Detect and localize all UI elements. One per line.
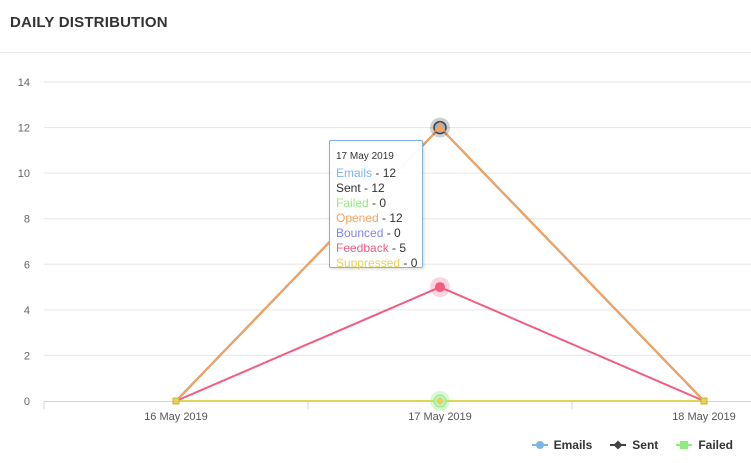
y-tick-label: 10 [18,168,30,180]
y-tick-label: 2 [24,350,30,362]
tooltip-series-label: Suppressed [336,256,401,270]
tooltip-series-label: Opened [336,211,379,225]
tooltip-row: Emails - 12 [336,166,416,181]
tooltip-separator: - [372,166,383,180]
legend-item-failed[interactable]: Failed [676,438,733,452]
legend-label: Failed [698,438,733,452]
y-tick-label: 6 [24,259,30,271]
chart-legend: Emails Sent Failed [531,438,733,452]
tooltip-separator: - [400,256,411,270]
tooltip-row: Sent - 12 [336,181,416,196]
legend-item-sent[interactable]: Sent [610,438,658,452]
tooltip-separator: - [378,211,390,225]
y-tick-label: 8 [24,214,30,226]
tooltip-series-label: Sent [336,181,361,195]
chart-tooltip: 17 May 2019 Emails - 12 Sent - 12 Failed -… [329,140,423,271]
tooltip-series-value: 0 [410,256,418,270]
point-marker [172,397,180,405]
tooltip-series-label: Failed [336,196,369,210]
tooltip-series-value: 12 [389,211,403,225]
tooltip-series-value: 12 [371,181,385,195]
y-tick-label: 4 [24,305,30,317]
tooltip-series-value: 0 [379,196,387,210]
y-tick-label: 14 [18,77,30,89]
tooltip-series-label: Feedback [336,241,389,255]
chart-title: DAILY DISTRIBUTION [10,14,168,31]
legend-item-emails[interactable]: Emails [531,438,593,452]
tooltip-series-value: 5 [399,241,407,255]
tooltip-row: Suppressed - 0 [336,256,418,271]
tooltip-series-label: Bounced [336,226,384,240]
y-tick-label: 0 [24,396,30,408]
tooltip-date: 17 May 2019 [336,151,394,162]
tooltip-row: Bounced - 0 [336,226,416,241]
tooltip-separator: - [383,226,395,240]
y-tick-label: 12 [18,123,30,135]
x-tick-label: 18 May 2019 [672,411,736,423]
diamond-icon [610,440,627,450]
tooltip-row: Feedback - 5 [336,241,416,256]
x-tick-label: 16 May 2019 [144,411,208,423]
legend-label: Sent [632,438,659,452]
tooltip-row: Failed - 0 [336,196,416,211]
point-marker-opened [434,121,446,132]
tooltip-series-value: 0 [394,226,401,240]
series-line-feedback [175,286,705,402]
tooltip-separator: - [360,181,372,195]
chart-header: DAILY DISTRIBUTION [0,0,751,53]
tooltip-separator: - [368,196,380,210]
tooltip-series-label: Emails [336,166,373,180]
tooltip-row: Opened - 12 [336,211,416,226]
circle-icon [531,440,548,450]
point-marker [700,397,708,405]
point-marker-suppressed [436,397,444,405]
legend-label: Emails [553,438,593,452]
tooltip-separator: - [388,241,400,255]
square-icon [676,440,693,450]
point-marker-feedback [435,282,445,293]
tooltip-series-value: 12 [382,166,397,180]
x-tick-label: 17 May 2019 [408,411,472,423]
